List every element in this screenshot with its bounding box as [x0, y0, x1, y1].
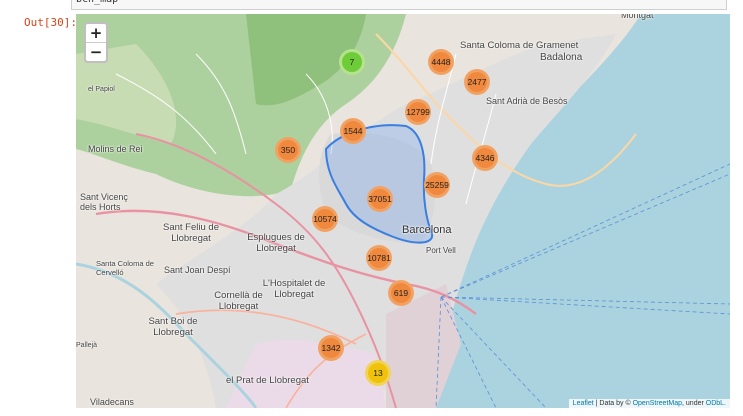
place-label: el Prat de Llobregat	[226, 375, 309, 386]
leaflet-link[interactable]: Leaflet	[572, 400, 594, 407]
place-label: Cornellà de Llobregat	[214, 290, 263, 312]
marker-cluster-count: 1342	[321, 338, 341, 358]
marker-cluster[interactable]: 10781	[366, 245, 392, 271]
marker-cluster[interactable]: 25259	[424, 172, 450, 198]
marker-cluster[interactable]: 12799	[405, 99, 431, 125]
marker-cluster[interactable]: 1544	[340, 118, 366, 144]
marker-cluster[interactable]: 4448	[428, 49, 454, 75]
marker-cluster[interactable]: 7	[339, 49, 365, 75]
odbl-link[interactable]: ODbL.	[705, 400, 726, 407]
marker-cluster-count: 4448	[431, 52, 451, 72]
map-attribution: Leaflet | Data by © OpenStreetMap, under…	[568, 399, 730, 408]
place-label: Sant Joan Despí	[164, 265, 231, 275]
marker-cluster[interactable]: 1342	[318, 335, 344, 361]
marker-cluster-count: 12799	[406, 102, 430, 122]
marker-cluster-count: 7	[342, 52, 362, 72]
marker-cluster-count: 619	[391, 283, 411, 303]
place-label: Santa Coloma de Cervelló	[96, 259, 154, 277]
place-label: el Papiol	[88, 86, 115, 93]
marker-cluster[interactable]: 619	[388, 280, 414, 306]
leaflet-map[interactable]: + − Santa Coloma de Gramenet Badalona Sa…	[76, 14, 730, 408]
place-label: Santa Coloma de Gramenet	[460, 40, 579, 51]
previous-cell-text: bcn_map	[76, 0, 118, 5]
osm-link[interactable]: OpenStreetMap	[632, 400, 683, 407]
attribution-text: , under	[682, 400, 706, 407]
marker-cluster-count: 350	[278, 140, 298, 160]
marker-cluster[interactable]: 4346	[472, 145, 498, 171]
marker-cluster-count: 13	[368, 363, 388, 383]
marker-cluster[interactable]: 10574	[312, 206, 338, 232]
place-label: Esplugues de Llobregat	[247, 232, 305, 254]
marker-cluster[interactable]: 350	[275, 137, 301, 163]
place-label: L'Hospitalet de Llobregat	[262, 278, 326, 300]
output-prompt: Out[30]:	[24, 16, 77, 29]
marker-cluster-count: 1544	[343, 121, 363, 141]
place-label: Sant Feliu de Llobregat	[163, 222, 219, 244]
place-label: Barcelona	[402, 224, 452, 236]
marker-cluster[interactable]: 2477	[464, 69, 490, 95]
place-label: Pallejà	[76, 342, 98, 349]
marker-cluster[interactable]: 13	[365, 360, 391, 386]
marker-cluster-count: 4346	[475, 148, 495, 168]
zoom-in-button[interactable]: +	[86, 24, 106, 43]
zoom-control: + −	[84, 22, 108, 63]
place-label: Port Vell	[426, 246, 456, 255]
place-label: Sant Boi de Llobregat	[148, 316, 198, 338]
place-label: Montgat	[621, 14, 654, 20]
attribution-text: | Data by ©	[593, 400, 633, 407]
place-label: Sant Vicenç dels Horts	[80, 192, 128, 212]
marker-cluster[interactable]: 37051	[367, 186, 393, 212]
place-label: Viladecans	[90, 397, 134, 407]
map-tiles	[76, 14, 730, 408]
marker-cluster-count: 10781	[367, 248, 391, 268]
place-label: Badalona	[540, 52, 583, 63]
place-label: Sant Adrià de Besòs	[486, 96, 568, 106]
zoom-out-button[interactable]: −	[89, 43, 103, 61]
place-label: Molins de Rei	[88, 144, 143, 154]
marker-cluster-count: 10574	[313, 209, 337, 229]
marker-cluster-count: 2477	[467, 72, 487, 92]
previous-cell-output: bcn_map	[71, 0, 727, 10]
marker-cluster-count: 37051	[368, 189, 392, 209]
marker-cluster-count: 25259	[425, 175, 449, 195]
